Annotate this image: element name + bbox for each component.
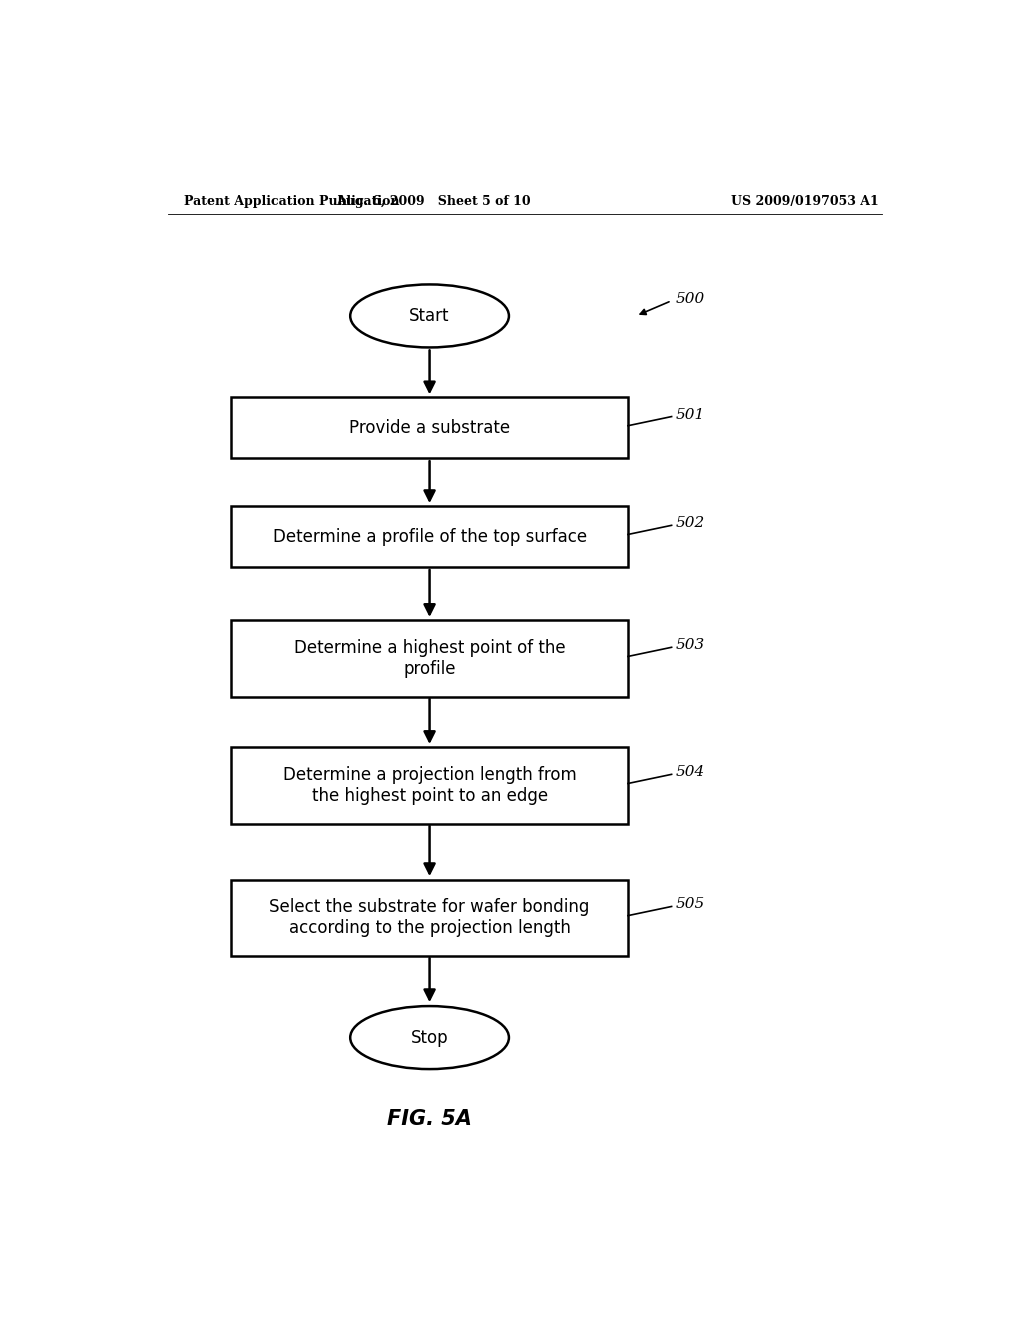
Bar: [231, 747, 628, 824]
Text: Stop: Stop: [411, 1028, 449, 1047]
Text: FIG. 5A: FIG. 5A: [387, 1109, 472, 1129]
Text: Aug. 6, 2009   Sheet 5 of 10: Aug. 6, 2009 Sheet 5 of 10: [336, 194, 530, 207]
Text: Patent Application Publication: Patent Application Publication: [183, 194, 399, 207]
Text: Determine a profile of the top surface: Determine a profile of the top surface: [272, 528, 587, 545]
Text: Determine a highest point of the
profile: Determine a highest point of the profile: [294, 639, 565, 678]
Text: 505: 505: [676, 898, 705, 911]
Text: 502: 502: [676, 516, 705, 531]
Text: Select the substrate for wafer bonding
according to the projection length: Select the substrate for wafer bonding a…: [269, 898, 590, 937]
Text: 503: 503: [676, 639, 705, 652]
Bar: [231, 397, 628, 458]
Text: 504: 504: [676, 766, 705, 779]
Text: US 2009/0197053 A1: US 2009/0197053 A1: [731, 194, 879, 207]
Text: Determine a projection length from
the highest point to an edge: Determine a projection length from the h…: [283, 766, 577, 805]
Text: Start: Start: [410, 308, 450, 325]
Text: 500: 500: [676, 292, 705, 306]
Text: 501: 501: [676, 408, 705, 421]
Bar: [231, 620, 628, 697]
Bar: [231, 506, 628, 568]
Bar: [231, 879, 628, 956]
Text: Provide a substrate: Provide a substrate: [349, 418, 510, 437]
